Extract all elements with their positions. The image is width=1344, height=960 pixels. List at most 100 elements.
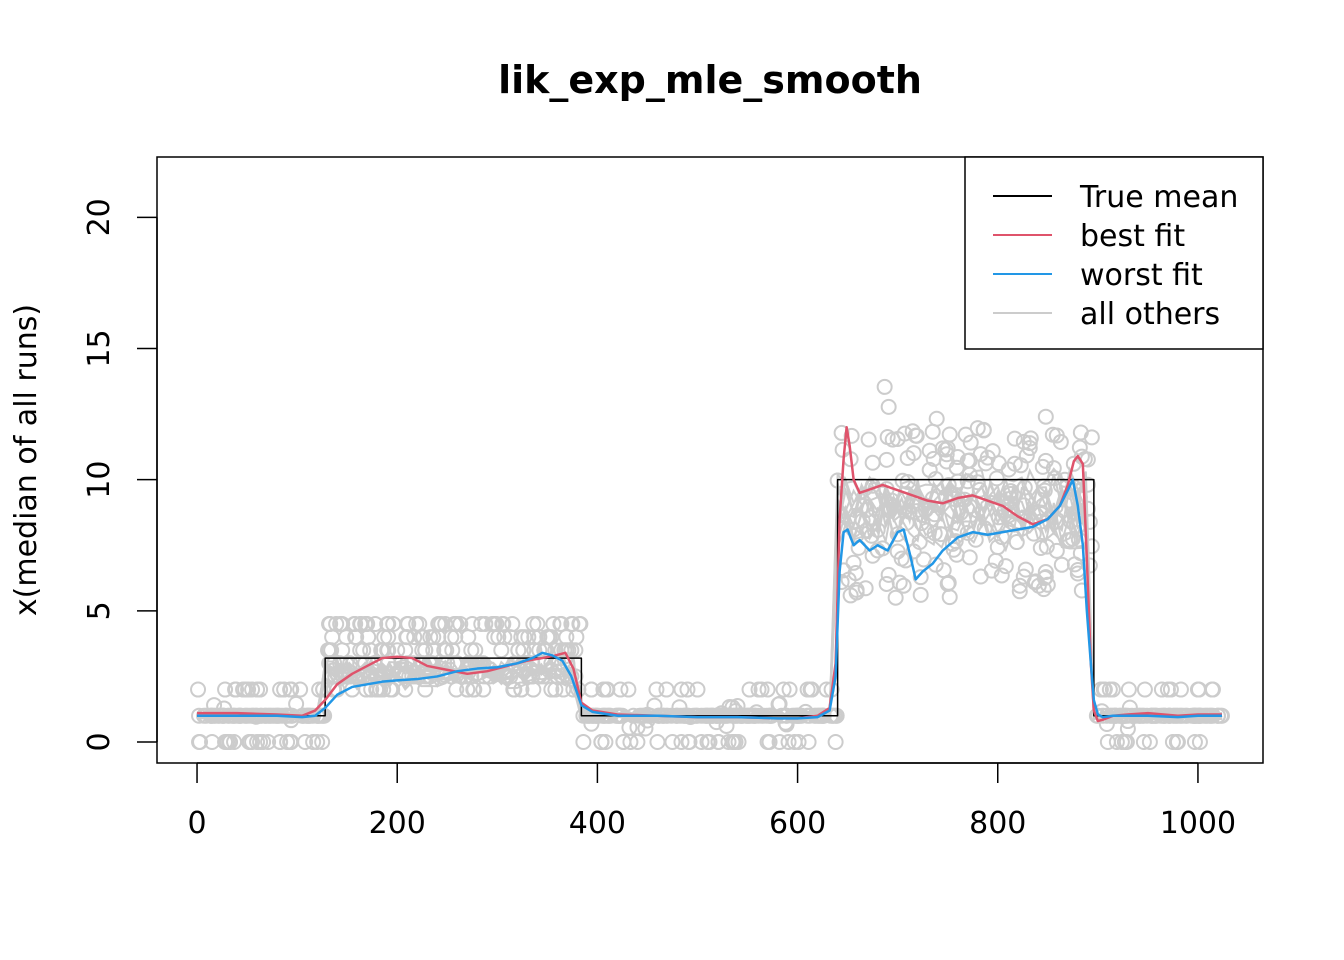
observation-point	[192, 734, 209, 751]
observation-point	[891, 574, 908, 591]
observation-point	[803, 681, 820, 698]
observation-point	[477, 615, 494, 632]
observation-point	[593, 734, 610, 751]
observation-point	[921, 442, 938, 459]
observation-point	[880, 566, 897, 583]
observation-point	[878, 575, 895, 592]
observation-point	[332, 615, 349, 632]
observation-point	[496, 629, 513, 646]
observation-point	[940, 477, 957, 494]
observation-point	[648, 681, 665, 698]
other-run-line	[196, 496, 1222, 722]
observation-point	[800, 734, 817, 751]
observation-point	[741, 681, 758, 698]
observation-point	[322, 615, 339, 632]
y-tick-label: 5	[82, 601, 117, 620]
observation-point	[775, 681, 792, 698]
observation-point	[367, 615, 384, 632]
legend-box	[964, 156, 1264, 350]
observation-point	[1032, 513, 1049, 530]
legend: True mean best fit worst fit all others	[964, 156, 1264, 350]
observation-point	[1012, 457, 1029, 474]
chart-title: lik_exp_mle_smooth	[498, 58, 922, 102]
observation-point	[1006, 455, 1023, 472]
observation-point	[1036, 482, 1053, 499]
observation-point	[679, 681, 696, 698]
legend-label: best fit	[1080, 219, 1185, 254]
best-fit-line	[197, 425, 1222, 723]
observation-point	[376, 629, 393, 646]
observation-point	[283, 681, 300, 698]
observation-point	[1002, 483, 1019, 500]
observation-point	[969, 474, 986, 491]
observation-point	[944, 535, 961, 552]
observation-point	[475, 681, 492, 698]
observation-point	[425, 629, 442, 646]
observation-point	[949, 473, 966, 490]
observation-point	[244, 734, 261, 751]
observation-point	[1116, 734, 1133, 751]
observation-point	[283, 712, 300, 729]
observation-point	[658, 681, 675, 698]
y-axis-title: x(median of all runs)	[9, 304, 44, 616]
x-tick-label: 600	[769, 806, 826, 841]
observation-point	[945, 541, 962, 558]
observation-point	[217, 681, 234, 698]
observation-point	[1015, 497, 1032, 514]
observation-point	[1168, 734, 1185, 751]
y-tick-label: 15	[82, 329, 117, 367]
observation-point	[699, 734, 716, 751]
observation-point	[946, 491, 963, 508]
observation-point	[407, 668, 424, 685]
observation-point	[1159, 681, 1176, 698]
observation-point	[366, 655, 383, 672]
observation-point	[857, 580, 874, 597]
observation-point	[880, 398, 897, 415]
observation-point	[1153, 681, 1170, 698]
observation-point	[649, 734, 666, 751]
observation-point	[941, 426, 958, 443]
fit-series	[197, 425, 1222, 723]
observation-point	[1079, 476, 1096, 493]
observation-point	[941, 589, 958, 606]
observation-point	[1141, 734, 1158, 751]
observation-point	[448, 681, 465, 698]
x-axis: 0 200 400 600 800 1000	[187, 762, 1236, 841]
observation-point	[753, 681, 770, 698]
observation-point	[249, 681, 266, 698]
observation-point	[397, 642, 414, 659]
observation-point	[833, 573, 850, 590]
observation-point	[673, 681, 690, 698]
observation-point	[935, 562, 952, 579]
observation-point	[926, 506, 943, 523]
observation-point	[845, 554, 862, 571]
observation-point	[720, 734, 737, 751]
observation-point	[842, 587, 859, 604]
observation-point	[799, 681, 816, 698]
observation-point	[547, 681, 564, 698]
all-others-series	[190, 378, 1230, 751]
observation-point	[1048, 542, 1065, 559]
observation-point	[324, 629, 341, 646]
observation-point	[395, 668, 412, 685]
observation-point	[437, 615, 454, 632]
observation-point	[564, 615, 581, 632]
observation-point	[962, 434, 979, 451]
y-tick-label: 20	[82, 198, 117, 236]
observation-point	[780, 734, 797, 751]
observation-point	[770, 696, 787, 713]
observation-point	[975, 421, 992, 438]
observation-point	[928, 410, 945, 427]
observation-point	[463, 642, 480, 659]
observation-point	[342, 668, 359, 685]
observation-point	[1048, 427, 1065, 444]
observation-point	[315, 681, 332, 698]
observation-point	[1079, 500, 1096, 517]
observation-point	[1120, 681, 1137, 698]
observation-point	[473, 615, 490, 632]
observation-point	[505, 681, 522, 698]
observation-point	[924, 423, 941, 440]
x-tick-label: 200	[369, 806, 426, 841]
observation-point	[338, 668, 355, 685]
observation-point	[761, 734, 778, 751]
